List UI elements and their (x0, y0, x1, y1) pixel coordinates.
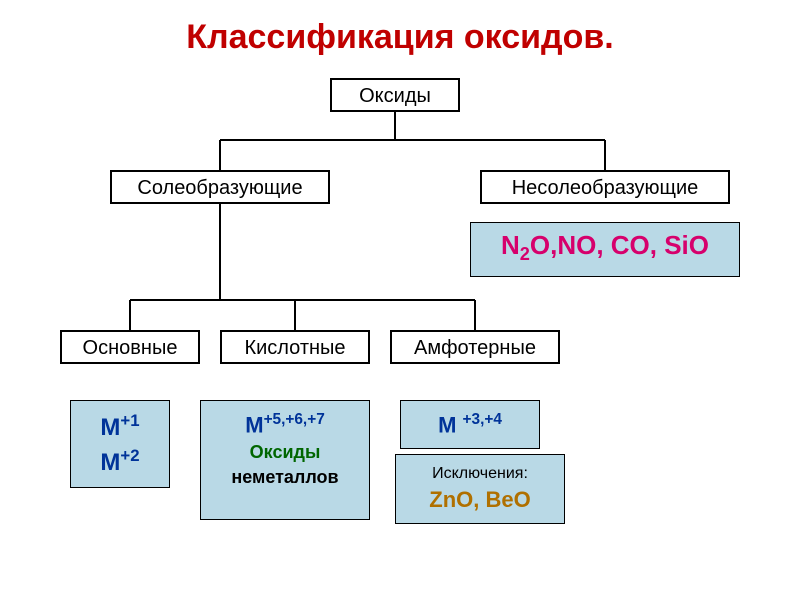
info-nonsalt-examples: N2O,NO, CO, SiO (470, 222, 740, 277)
page-title: Классификация оксидов. (0, 18, 800, 57)
node-acidic: Кислотные (220, 330, 370, 364)
info-acidic-line: М+5,+6,+7 (211, 411, 359, 438)
node-salt: Солеобразующие (110, 170, 330, 204)
info-acidic-line: Оксиды (211, 442, 359, 463)
info-basic-line: М+1 (81, 411, 159, 442)
node-ampho: Амфотерные (390, 330, 560, 364)
info-acidic-line: неметаллов (211, 467, 359, 488)
info-amphoteric-exceptions-line: Исключения: (406, 465, 554, 483)
info-basic: М+1М+2 (70, 400, 170, 488)
title-text: Классификация оксидов. (186, 18, 614, 56)
node-basic: Основные (60, 330, 200, 364)
info-amphoteric-exceptions-line: ZnO, BeO (406, 487, 554, 513)
info-amphoteric-valence-line: М +3,+4 (411, 411, 529, 438)
info-acidic: М+5,+6,+7 Оксиды неметаллов (200, 400, 370, 520)
info-amphoteric-valence: М +3,+4 (400, 400, 540, 449)
node-nonsalt: Несолеобразующие (480, 170, 730, 204)
info-basic-line: М+2 (81, 446, 159, 477)
node-root: Оксиды (330, 78, 460, 112)
info-amphoteric-exceptions: Исключения: ZnO, BeO (395, 454, 565, 524)
